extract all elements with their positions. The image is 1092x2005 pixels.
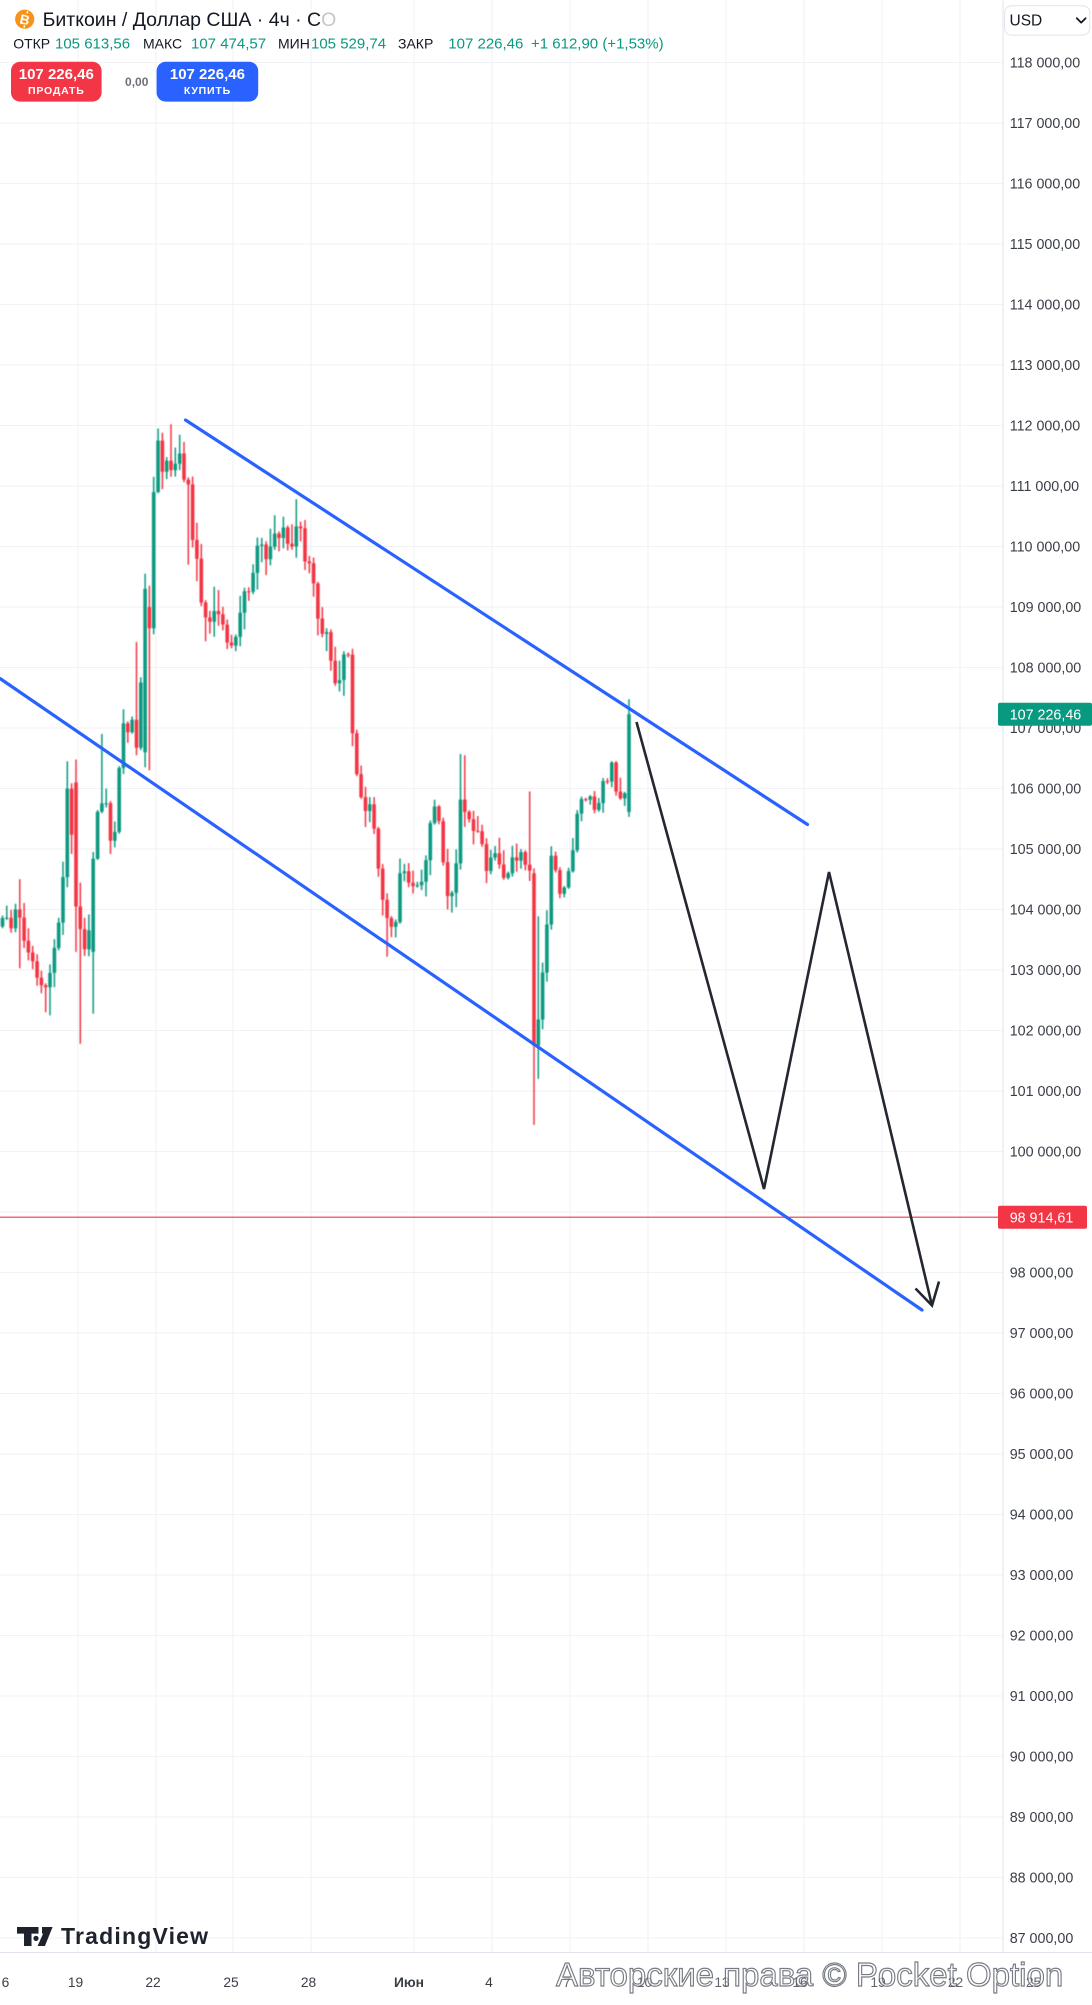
- svg-text:113 000,00: 113 000,00: [1010, 358, 1081, 374]
- svg-text:93 000,00: 93 000,00: [1010, 1568, 1074, 1584]
- svg-text:95 000,00: 95 000,00: [1010, 1447, 1074, 1463]
- svg-text:22: 22: [948, 1975, 963, 1990]
- svg-text:16: 16: [792, 1975, 808, 1990]
- svg-text:110 000,00: 110 000,00: [1010, 540, 1081, 556]
- svg-text:0,00: 0,00: [125, 75, 149, 89]
- svg-text:98 000,00: 98 000,00: [1010, 1266, 1074, 1282]
- svg-text:100 000,00: 100 000,00: [1010, 1145, 1082, 1161]
- svg-text:112 000,00: 112 000,00: [1010, 419, 1081, 435]
- svg-text:B: B: [18, 11, 31, 28]
- svg-text:116 000,00: 116 000,00: [1010, 177, 1081, 193]
- svg-text:Биткоин / Доллар США · 4ч · CO: Биткоин / Доллар США · 4ч · CO: [43, 9, 337, 31]
- svg-text:Авторские права © Pocket Optio: Авторские права © Pocket Option: [556, 1956, 1063, 1993]
- svg-text:89 000,00: 89 000,00: [1010, 1810, 1074, 1826]
- svg-text:107 474,57: 107 474,57: [191, 36, 266, 53]
- svg-text:7: 7: [563, 1975, 571, 1990]
- svg-text:ЗАКР: ЗАКР: [398, 36, 433, 52]
- svg-text:МАКС: МАКС: [143, 36, 182, 52]
- svg-text:104 000,00: 104 000,00: [1010, 903, 1082, 919]
- svg-text:Июн: Июн: [394, 1975, 424, 1990]
- svg-text:ПРОДАТЬ: ПРОДАТЬ: [28, 85, 85, 97]
- svg-text:87 000,00: 87 000,00: [1010, 1931, 1074, 1947]
- svg-text:КУПИТЬ: КУПИТЬ: [184, 85, 231, 97]
- svg-text:117 000,00: 117 000,00: [1010, 116, 1081, 132]
- svg-text:114 000,00: 114 000,00: [1010, 298, 1081, 314]
- svg-text:TradingView: TradingView: [61, 1923, 209, 1949]
- svg-text:94 000,00: 94 000,00: [1010, 1508, 1074, 1524]
- svg-text:МИН: МИН: [278, 36, 310, 52]
- svg-text:105 529,74: 105 529,74: [311, 36, 386, 53]
- svg-text:102 000,00: 102 000,00: [1010, 1024, 1082, 1040]
- svg-text:+1 612,90 (+1,53%): +1 612,90 (+1,53%): [531, 36, 664, 53]
- svg-text:10: 10: [637, 1975, 653, 1990]
- svg-text:107 226,46: 107 226,46: [19, 66, 94, 83]
- svg-text:105 000,00: 105 000,00: [1010, 842, 1082, 858]
- svg-text:22: 22: [145, 1975, 160, 1990]
- svg-text:91 000,00: 91 000,00: [1010, 1689, 1074, 1705]
- svg-text:98 914,61: 98 914,61: [1010, 1210, 1074, 1226]
- svg-text:118 000,00: 118 000,00: [1010, 56, 1081, 72]
- svg-text:4: 4: [485, 1975, 493, 1990]
- svg-text:25: 25: [1026, 1975, 1042, 1990]
- svg-text:96 000,00: 96 000,00: [1010, 1387, 1074, 1403]
- svg-text:90 000,00: 90 000,00: [1010, 1750, 1074, 1766]
- svg-text:115 000,00: 115 000,00: [1010, 237, 1081, 253]
- svg-text:106 000,00: 106 000,00: [1010, 782, 1082, 798]
- svg-text:107 226,46: 107 226,46: [170, 66, 245, 83]
- svg-text:28: 28: [301, 1975, 317, 1990]
- svg-text:97 000,00: 97 000,00: [1010, 1326, 1074, 1342]
- svg-text:USD: USD: [1010, 13, 1043, 30]
- svg-text:105 613,56: 105 613,56: [55, 36, 130, 53]
- svg-text:109 000,00: 109 000,00: [1010, 600, 1082, 616]
- svg-text:19: 19: [870, 1975, 886, 1990]
- svg-text:92 000,00: 92 000,00: [1010, 1629, 1074, 1645]
- svg-text:6: 6: [2, 1975, 10, 1990]
- svg-text:111 000,00: 111 000,00: [1010, 479, 1079, 495]
- svg-text:101 000,00: 101 000,00: [1010, 1084, 1082, 1100]
- svg-text:25: 25: [223, 1975, 239, 1990]
- svg-text:108 000,00: 108 000,00: [1010, 661, 1082, 677]
- svg-text:ОТКР: ОТКР: [13, 36, 50, 52]
- svg-text:19: 19: [68, 1975, 84, 1990]
- svg-text:88 000,00: 88 000,00: [1010, 1871, 1074, 1887]
- svg-text:13: 13: [714, 1975, 730, 1990]
- svg-text:107 226,46: 107 226,46: [448, 36, 523, 53]
- svg-text:107 226,46: 107 226,46: [1010, 708, 1082, 724]
- svg-text:103 000,00: 103 000,00: [1010, 963, 1082, 979]
